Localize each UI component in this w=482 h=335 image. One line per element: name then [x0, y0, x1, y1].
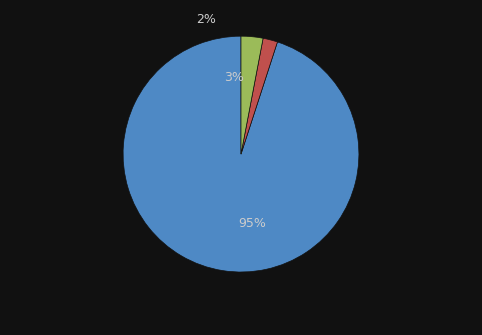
Text: 95%: 95%: [238, 217, 266, 230]
Wedge shape: [241, 38, 278, 154]
Wedge shape: [241, 36, 263, 154]
Text: 3%: 3%: [224, 71, 244, 84]
Text: 2%: 2%: [197, 13, 216, 26]
Wedge shape: [123, 36, 359, 272]
